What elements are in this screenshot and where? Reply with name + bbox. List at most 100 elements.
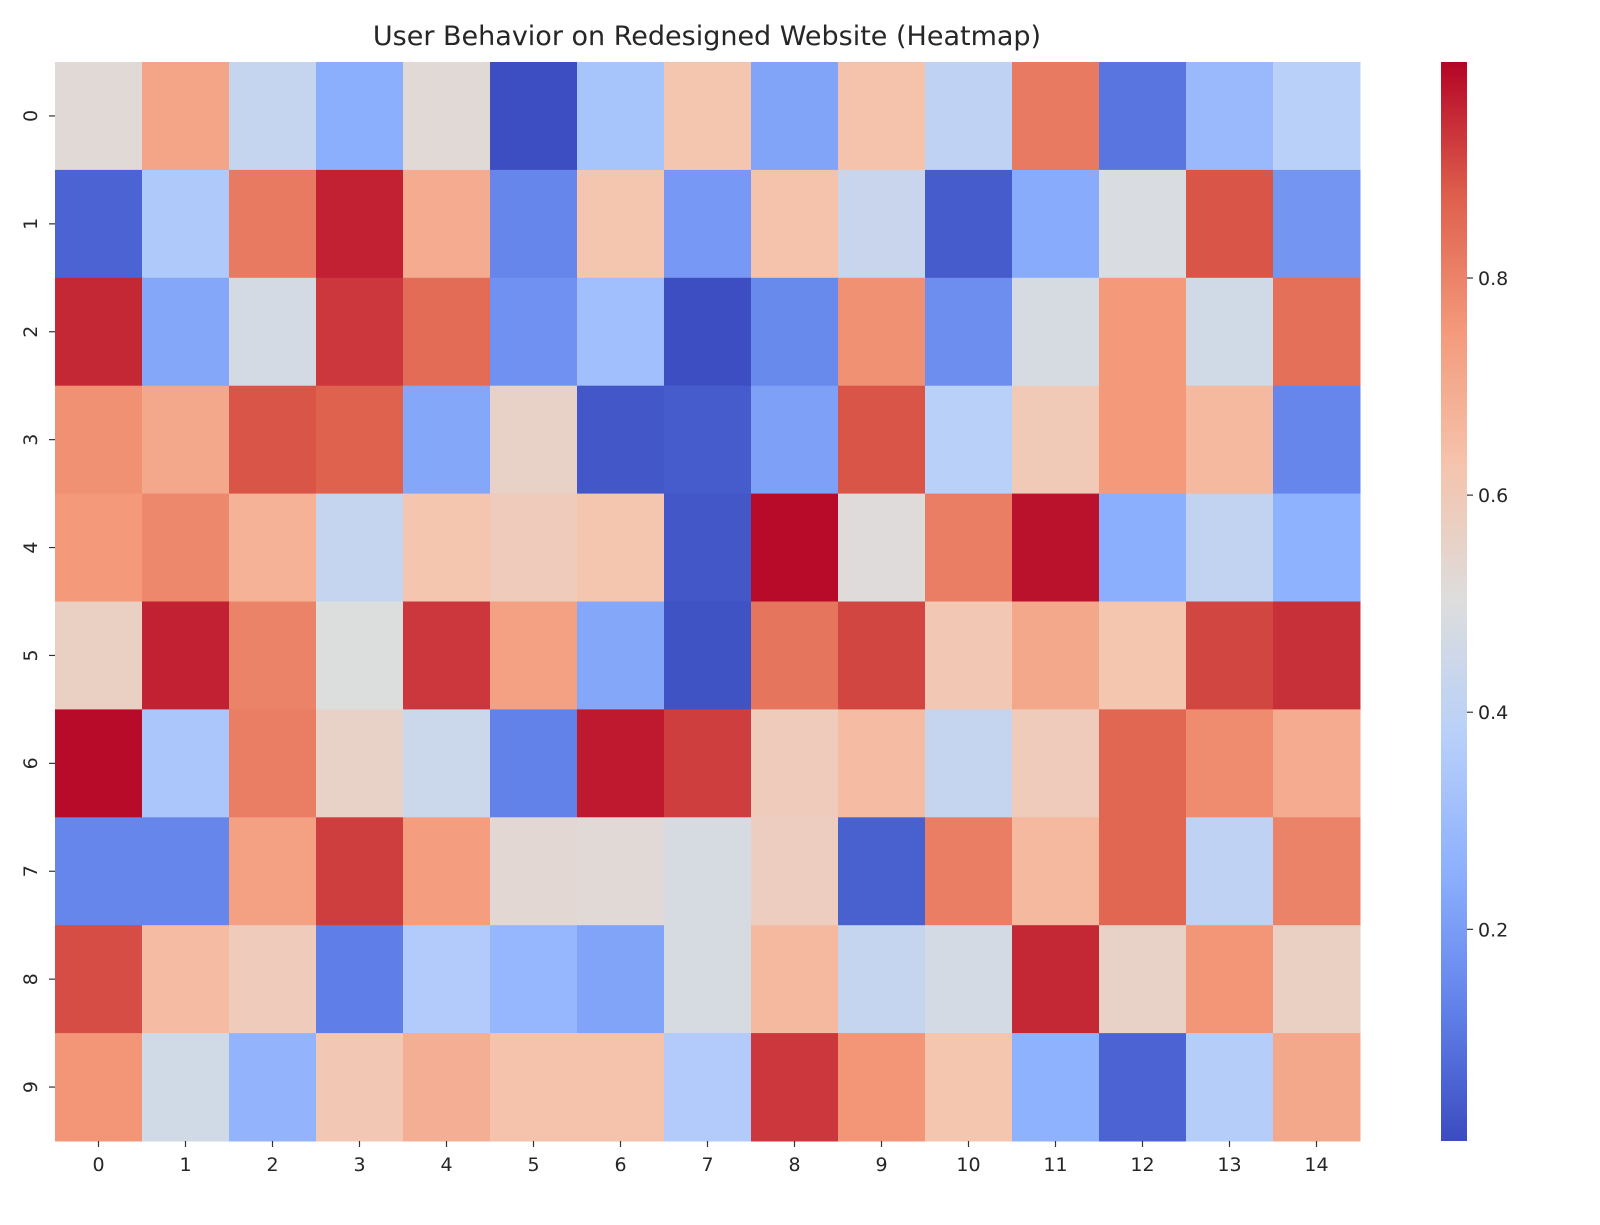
y-tick-label: 5 bbox=[20, 649, 42, 661]
heatmap-cell bbox=[403, 925, 491, 1034]
heatmap-cell bbox=[577, 709, 665, 818]
heatmap-cell bbox=[751, 1033, 839, 1142]
heatmap-cell bbox=[55, 493, 143, 602]
y-tick-label: 1 bbox=[20, 218, 42, 230]
heatmap-cell bbox=[838, 493, 926, 602]
y-tick-label: 2 bbox=[20, 326, 42, 338]
x-tick-label: 3 bbox=[353, 1154, 365, 1176]
heatmap-cell bbox=[838, 385, 926, 495]
x-tick-label: 13 bbox=[1217, 1154, 1241, 1176]
heatmap-cell bbox=[403, 385, 491, 495]
heatmap-cell bbox=[1186, 62, 1274, 171]
heatmap-cell bbox=[925, 169, 1013, 279]
heatmap-cell bbox=[229, 385, 317, 495]
heatmap-cell bbox=[577, 277, 665, 387]
x-tick-label: 6 bbox=[614, 1154, 626, 1176]
y-tick-label: 8 bbox=[20, 973, 42, 985]
heatmap-cell bbox=[925, 62, 1013, 171]
heatmap-cell bbox=[1273, 817, 1361, 926]
heatmap-cell bbox=[1099, 709, 1187, 818]
heatmap-cell bbox=[577, 925, 665, 1034]
heatmap-cell bbox=[838, 169, 926, 279]
heatmap-cell bbox=[751, 169, 839, 279]
heatmap-cell bbox=[577, 1033, 665, 1142]
heatmap-cell bbox=[664, 493, 752, 602]
heatmap-cell bbox=[490, 277, 578, 387]
x-tick-label: 2 bbox=[266, 1154, 278, 1176]
heatmap-cell bbox=[1273, 385, 1361, 495]
heatmap-cell bbox=[1273, 709, 1361, 818]
heatmap-cell bbox=[1099, 601, 1187, 710]
heatmap-cell bbox=[55, 169, 143, 279]
colorbar-tick-label: 0.4 bbox=[1478, 702, 1508, 724]
heatmap-cell bbox=[1186, 601, 1274, 710]
heatmap-cell bbox=[1186, 1033, 1274, 1142]
x-axis: 0 1 2 3 4 5 6 7 8 9 10 11 12 13 14 bbox=[92, 1141, 1329, 1176]
colorbar-tick-label: 0.2 bbox=[1478, 919, 1508, 941]
heatmap-cell bbox=[577, 169, 665, 279]
heatmap-cell bbox=[577, 62, 665, 171]
colorbar-ticks: 0.2 0.4 0.6 0.8 bbox=[1467, 268, 1508, 941]
heatmap-cell bbox=[1273, 1033, 1361, 1142]
x-tick-label: 5 bbox=[527, 1154, 539, 1176]
heatmap-cell bbox=[229, 925, 317, 1034]
heatmap-cell bbox=[316, 62, 404, 171]
heatmap-cell bbox=[751, 385, 839, 495]
heatmap-cell bbox=[925, 817, 1013, 926]
heatmap-cell bbox=[925, 925, 1013, 1034]
heatmap-cells bbox=[55, 62, 1361, 1142]
y-tick-label: 6 bbox=[20, 757, 42, 769]
heatmap-cell bbox=[490, 601, 578, 710]
heatmap-cell bbox=[403, 817, 491, 926]
heatmap-cell bbox=[490, 817, 578, 926]
heatmap-cell bbox=[664, 709, 752, 818]
heatmap-cell bbox=[1099, 385, 1187, 495]
y-tick-label: 4 bbox=[20, 542, 42, 554]
heatmap-cell bbox=[55, 925, 143, 1034]
heatmap-cell bbox=[490, 1033, 578, 1142]
heatmap-cell bbox=[490, 709, 578, 818]
heatmap-cell bbox=[1186, 817, 1274, 926]
heatmap-cell bbox=[403, 169, 491, 279]
heatmap-cell bbox=[1012, 62, 1100, 171]
heatmap-cell bbox=[1186, 493, 1274, 602]
chart-title: User Behavior on Redesigned Website (Hea… bbox=[373, 21, 1041, 52]
heatmap-cell bbox=[316, 925, 404, 1034]
heatmap-cell bbox=[316, 1033, 404, 1142]
heatmap-cell bbox=[1273, 169, 1361, 279]
heatmap-cell bbox=[229, 709, 317, 818]
heatmap-cell bbox=[751, 817, 839, 926]
heatmap-cell bbox=[142, 601, 230, 710]
heatmap-cell bbox=[403, 62, 491, 171]
heatmap-cell bbox=[664, 1033, 752, 1142]
heatmap-cell bbox=[925, 277, 1013, 387]
heatmap-cell bbox=[751, 601, 839, 710]
heatmap-cell bbox=[1012, 493, 1100, 602]
heatmap-cell bbox=[1099, 1033, 1187, 1142]
heatmap-cell bbox=[316, 169, 404, 279]
heatmap-cell bbox=[142, 169, 230, 279]
heatmap-cell bbox=[316, 385, 404, 495]
heatmap-cell bbox=[664, 385, 752, 495]
x-tick-label: 8 bbox=[788, 1154, 800, 1176]
colorbar bbox=[1441, 62, 1467, 1141]
heatmap-cell bbox=[490, 925, 578, 1034]
heatmap-cell bbox=[838, 817, 926, 926]
x-tick-label: 11 bbox=[1043, 1154, 1067, 1176]
y-tick-label: 7 bbox=[20, 865, 42, 877]
heatmap-cell bbox=[1186, 709, 1274, 818]
heatmap-cell bbox=[925, 385, 1013, 495]
x-tick-label: 9 bbox=[875, 1154, 887, 1176]
heatmap-cell bbox=[142, 925, 230, 1034]
heatmap-cell bbox=[925, 493, 1013, 602]
heatmap-cell bbox=[664, 62, 752, 171]
heatmap-cell bbox=[577, 817, 665, 926]
heatmap-cell bbox=[229, 493, 317, 602]
heatmap-cell bbox=[751, 493, 839, 602]
heatmap-cell bbox=[1012, 817, 1100, 926]
heatmap-cell bbox=[1186, 925, 1274, 1034]
heatmap-cell bbox=[1273, 601, 1361, 710]
heatmap-cell bbox=[1012, 169, 1100, 279]
heatmap-cell bbox=[316, 601, 404, 710]
heatmap-cell bbox=[838, 925, 926, 1034]
